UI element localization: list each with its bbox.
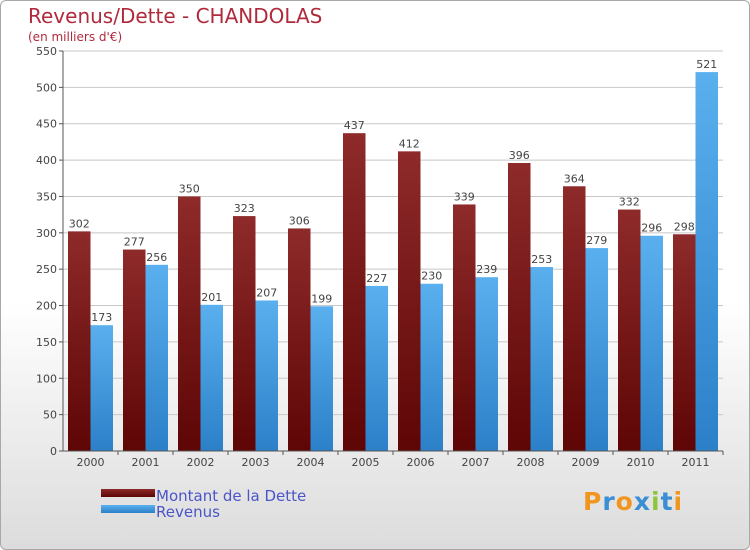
logo-letter: P xyxy=(583,487,603,516)
chart-title: Revenus/Dette - CHANDOLAS xyxy=(28,4,323,28)
y-tick-label: 300 xyxy=(36,227,57,240)
logo-letter: i xyxy=(651,487,661,516)
data-label-revenus-2006: 230 xyxy=(421,270,442,283)
bar-dette-2008 xyxy=(508,163,531,451)
bar-dette-2005 xyxy=(343,133,366,451)
data-label-dette-2009: 364 xyxy=(564,172,585,185)
logo-letter: x xyxy=(633,487,651,516)
data-label-dette-2010: 332 xyxy=(619,196,640,209)
bar-revenus-2009 xyxy=(585,248,608,451)
logo-letter: r xyxy=(602,487,616,516)
bar-revenus-2001 xyxy=(145,264,168,451)
data-label-dette-2007: 339 xyxy=(454,190,475,203)
bar-dette-2001 xyxy=(123,249,146,451)
bar-revenus-2004 xyxy=(310,306,333,451)
y-tick-label: 500 xyxy=(36,81,57,94)
x-tick-label: 2009 xyxy=(572,456,600,469)
x-tick-label: 2004 xyxy=(297,456,325,469)
bar-dette-2010 xyxy=(618,209,641,451)
y-tick-label: 550 xyxy=(36,45,57,58)
bar-dette-2004 xyxy=(288,228,311,451)
x-tick-label: 2008 xyxy=(517,456,545,469)
data-label-dette-2011: 298 xyxy=(674,220,695,233)
logo-letter: t xyxy=(660,487,674,516)
legend-swatch-revenus xyxy=(101,505,155,513)
data-label-revenus-2009: 279 xyxy=(586,234,607,247)
bar-dette-2009 xyxy=(563,186,586,452)
x-tick-label: 2000 xyxy=(77,456,105,469)
data-label-dette-2006: 412 xyxy=(399,137,420,150)
x-tick-label: 2003 xyxy=(242,456,270,469)
data-label-revenus-2005: 227 xyxy=(366,272,387,285)
data-label-dette-2008: 396 xyxy=(509,149,530,162)
y-tick-label: 0 xyxy=(50,445,57,458)
x-tick-label: 2001 xyxy=(132,456,160,469)
data-label-revenus-2007: 239 xyxy=(476,263,497,276)
bar-revenus-2003 xyxy=(255,300,278,451)
proxiti-logo: Proxiti xyxy=(583,487,683,516)
bar-dette-2000 xyxy=(68,231,91,451)
data-label-revenus-2008: 253 xyxy=(531,253,552,266)
data-label-revenus-2001: 256 xyxy=(146,251,167,264)
data-label-dette-2001: 277 xyxy=(124,236,145,249)
axes: 0 50 100 150 200 250 300 350 400 450 500 550 2000 200… xyxy=(36,45,724,469)
x-tick-label: 2011 xyxy=(682,456,710,469)
y-tick-label: 200 xyxy=(36,300,57,313)
x-tick-label: 2006 xyxy=(407,456,435,469)
bar-revenus-2002 xyxy=(200,304,223,451)
chart-subtitle: (en milliers d'€) xyxy=(28,30,123,44)
y-tick-label: 250 xyxy=(36,263,57,276)
data-label-revenus-2010: 296 xyxy=(641,222,662,235)
legend-label-revenus: Revenus xyxy=(156,503,220,521)
data-label-revenus-2002: 201 xyxy=(201,291,222,304)
logo-letter: i xyxy=(673,487,684,516)
y-tick-label: 400 xyxy=(36,154,57,167)
y-tick-label: 350 xyxy=(36,190,57,203)
data-label-dette-2000: 302 xyxy=(69,217,90,230)
bar-dette-2002 xyxy=(178,196,201,451)
x-tick-label: 2005 xyxy=(352,456,380,469)
y-tick-label: 50 xyxy=(43,409,57,422)
logo-letter: o xyxy=(615,487,634,516)
data-label-revenus-2003: 207 xyxy=(256,286,277,299)
legend-swatch-dette xyxy=(101,489,155,497)
x-tick-label: 2010 xyxy=(627,456,655,469)
bar-revenus-2008 xyxy=(530,267,553,451)
y-tick-label: 450 xyxy=(36,118,57,131)
bar-revenus-2011 xyxy=(695,72,718,451)
data-label-revenus-2004: 199 xyxy=(311,292,332,305)
data-label-dette-2004: 306 xyxy=(289,214,310,227)
legend-label-dette: Montant de la Dette xyxy=(156,487,307,505)
data-label-dette-2002: 350 xyxy=(179,182,200,195)
bar-revenus-2007 xyxy=(475,277,498,451)
bar-dette-2011 xyxy=(673,234,696,451)
bar-dette-2003 xyxy=(233,216,256,451)
data-label-dette-2003: 323 xyxy=(234,202,255,215)
data-label-dette-2005: 437 xyxy=(344,119,365,132)
bar-revenus-2010 xyxy=(640,235,663,451)
y-tick-label: 100 xyxy=(36,372,57,385)
bar-dette-2006 xyxy=(398,151,421,451)
x-tick-label: 2002 xyxy=(187,456,215,469)
x-tick-label: 2007 xyxy=(462,456,490,469)
bar-revenus-2005 xyxy=(365,285,388,451)
bar-dette-2007 xyxy=(453,204,476,451)
data-label-revenus-2011: 521 xyxy=(696,58,717,71)
data-label-revenus-2000: 173 xyxy=(91,311,112,324)
y-tick-label: 150 xyxy=(36,336,57,349)
bar-revenus-2006 xyxy=(420,283,443,451)
bar-revenus-2000 xyxy=(90,325,113,451)
